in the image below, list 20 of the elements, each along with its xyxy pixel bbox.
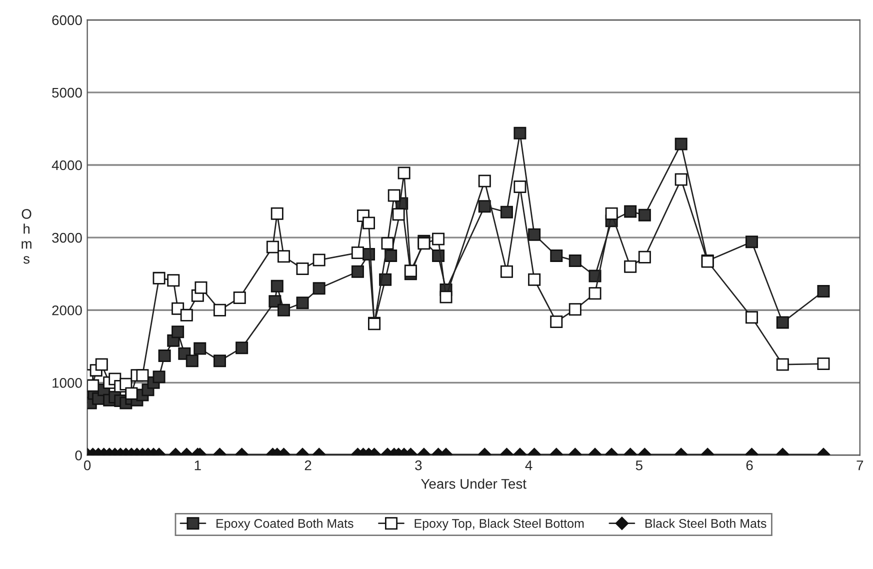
x-tick-label: 2 bbox=[304, 460, 312, 470]
y-tick-label: 4000 bbox=[52, 160, 82, 170]
y-axis-title: Ohms bbox=[22, 209, 32, 264]
x-tick-label: 0 bbox=[84, 460, 91, 470]
x-tick-label: 6 bbox=[746, 460, 753, 470]
legend-label: Black Steel Both Mats bbox=[645, 518, 766, 528]
x-tick-label: 5 bbox=[636, 460, 642, 470]
y-tick-label: 2000 bbox=[52, 305, 82, 316]
y-tick-label: 1000 bbox=[52, 378, 82, 388]
legend-label: Epoxy Coated Both Mats bbox=[216, 518, 354, 530]
y-tick-label: 6000 bbox=[52, 15, 82, 26]
x-tick-label: 1 bbox=[194, 460, 201, 470]
x-axis-title: Years Under Test bbox=[421, 478, 526, 489]
y-tick-label: 0 bbox=[75, 450, 82, 460]
x-tick-label: 4 bbox=[525, 460, 532, 470]
y-tick-label: 5000 bbox=[52, 88, 82, 98]
legend-label: Epoxy Top, Black Steel Bottom bbox=[414, 518, 584, 530]
x-tick-label: 3 bbox=[415, 460, 422, 470]
y-tick-label: 3000 bbox=[52, 232, 82, 243]
x-tick-label: 7 bbox=[856, 460, 864, 470]
